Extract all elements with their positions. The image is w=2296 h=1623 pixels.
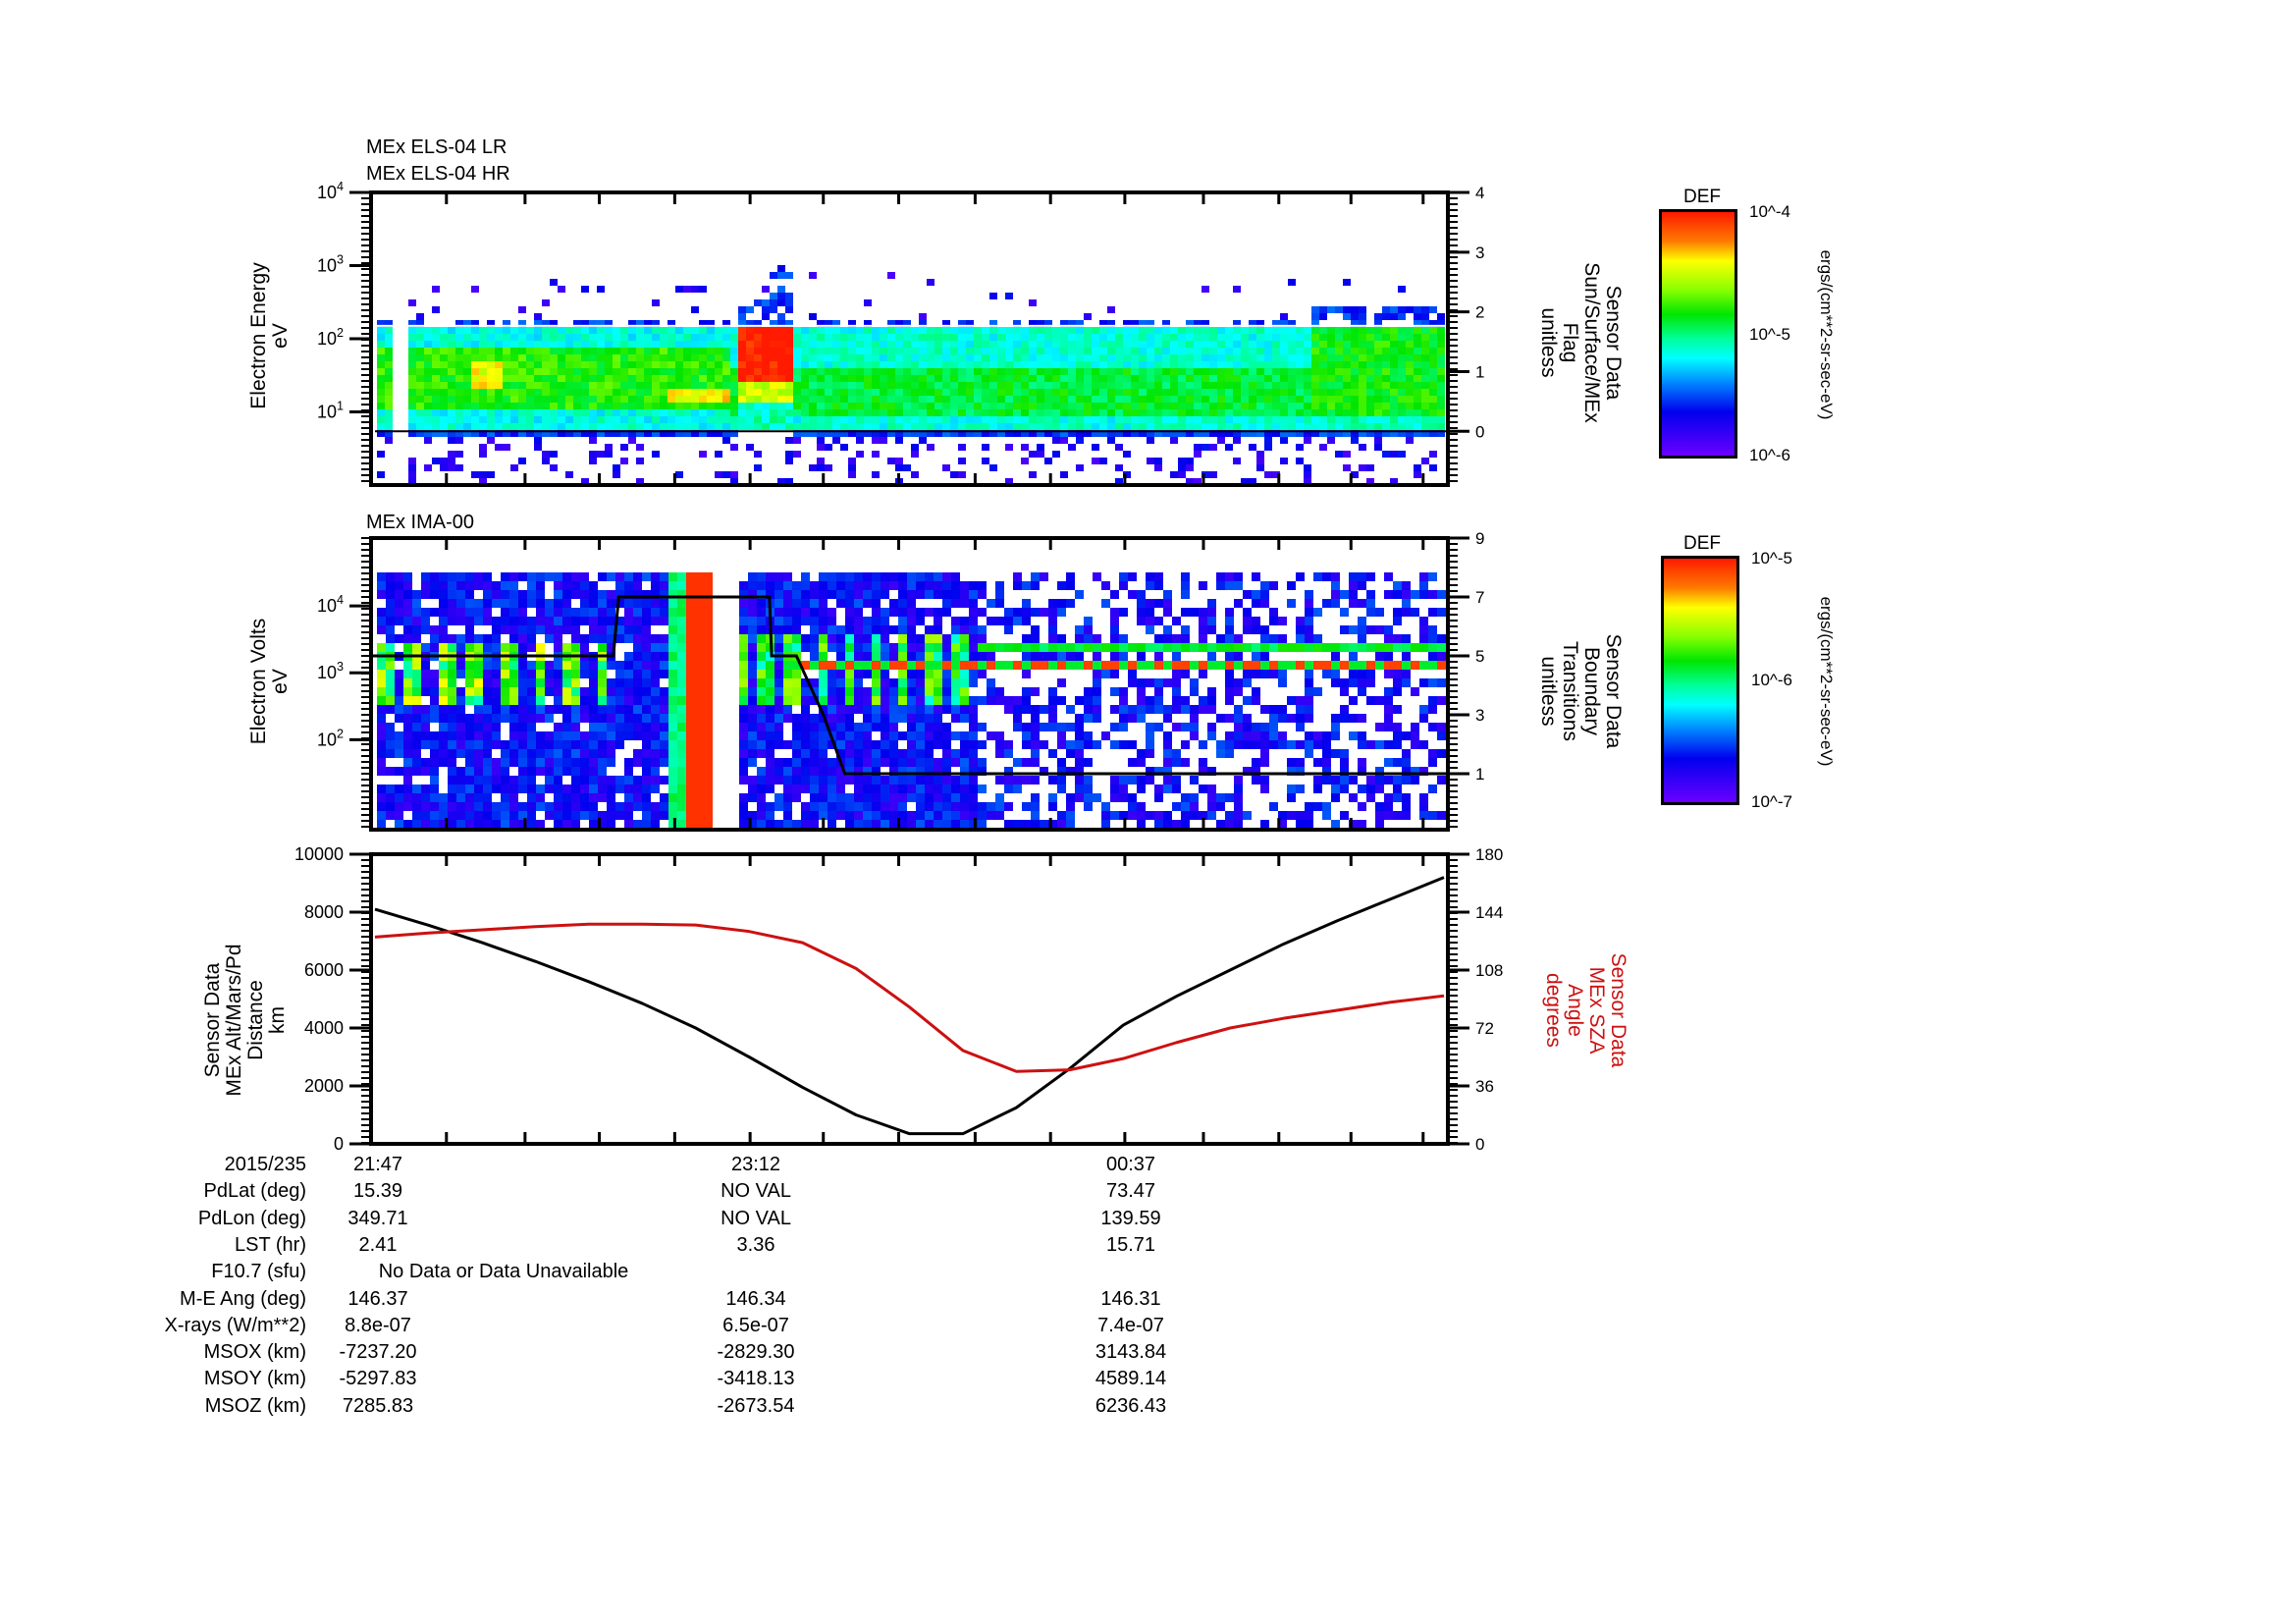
- table-row-label: M-E Ang (deg): [180, 1287, 306, 1310]
- table-cell: 23:12: [730, 1154, 781, 1175]
- table-cell: 6.5e-07: [722, 1314, 789, 1336]
- table-cell: 8.8e-07: [345, 1314, 411, 1336]
- colorbar-ima-title: DEF: [1683, 533, 1721, 554]
- table-cell: -5297.83: [339, 1368, 417, 1390]
- svg-text:3: 3: [1475, 243, 1484, 262]
- ima-title: MEx IMA-00: [366, 512, 475, 533]
- table-cell: 7.4e-07: [1097, 1314, 1164, 1336]
- table-row-label: MSOX (km): [203, 1341, 306, 1364]
- table-cell: 146.31: [1100, 1287, 1161, 1310]
- table-cell: No Data or Data Unavailable: [378, 1261, 629, 1283]
- table-cell: 73.47: [1105, 1180, 1156, 1203]
- table-cell: -2829.30: [717, 1341, 795, 1364]
- table-cell: 349.71: [347, 1207, 408, 1229]
- table-cell: 3.36: [736, 1233, 775, 1256]
- table-cell: 146.34: [725, 1287, 786, 1310]
- table-row-label: 2015/235: [224, 1154, 306, 1175]
- table-cell: 2.41: [358, 1233, 398, 1256]
- table-row-label: F10.7 (sfu): [211, 1261, 306, 1283]
- table-cell: 15.39: [352, 1180, 403, 1203]
- table-cell: 4589.14: [1095, 1368, 1167, 1390]
- table-cell: 15.71: [1105, 1233, 1156, 1256]
- table-cell: 21:47: [352, 1154, 403, 1175]
- table-cell: -3418.13: [717, 1368, 795, 1390]
- table-row-label: MSOY (km): [203, 1368, 306, 1390]
- colorbar-els-top-label: 10^-4: [1749, 202, 1791, 221]
- table-cell: 146.37: [347, 1287, 408, 1310]
- table-cell: -7237.20: [339, 1341, 417, 1364]
- table-cell: -2673.54: [717, 1394, 795, 1417]
- colorbar-ima-mid-label: 10^-6: [1751, 671, 1793, 689]
- table-cell: NO VAL: [721, 1180, 791, 1203]
- colorbar-els-bottom-label: 10^-6: [1749, 446, 1791, 464]
- colorbar-ima-bottom-label: 10^-7: [1751, 792, 1793, 811]
- colorbar-els-gradient: [1659, 209, 1737, 459]
- colorbar-els-units: ergs/(cm**2-sr-sec-eV): [1817, 249, 1836, 420]
- table-cell: 3143.84: [1095, 1341, 1167, 1364]
- colorbar-els-title: DEF: [1683, 187, 1721, 207]
- table-row-label: X-rays (W/m**2): [164, 1314, 306, 1336]
- table-cell: NO VAL: [721, 1207, 791, 1229]
- colorbar-ima-top-label: 10^-5: [1751, 549, 1793, 568]
- els-title-hr: MEx ELS-04 HR: [366, 163, 510, 185]
- table-cell: 139.59: [1100, 1207, 1161, 1229]
- svg-text:4: 4: [1475, 184, 1484, 202]
- svg-text:0: 0: [1475, 422, 1484, 441]
- svg-text:2: 2: [1475, 303, 1484, 322]
- table-cell: 6236.43: [1095, 1394, 1167, 1417]
- colorbar-ima-units: ergs/(cm**2-sr-sec-eV): [1817, 596, 1836, 767]
- els-title-lr: MEx ELS-04 LR: [366, 136, 507, 158]
- table-row-label: PdLon (deg): [197, 1207, 306, 1229]
- table-cell: 00:37: [1105, 1154, 1156, 1175]
- colorbar-els-mid-label: 10^-5: [1749, 325, 1791, 344]
- svg-text:1: 1: [1475, 362, 1484, 381]
- table-cell: 7285.83: [342, 1394, 414, 1417]
- table-row-label: PdLat (deg): [203, 1180, 306, 1203]
- table-row-label: LST (hr): [235, 1233, 306, 1256]
- colorbar-ima-gradient: [1661, 556, 1739, 805]
- table-row-label: MSOZ (km): [204, 1394, 306, 1417]
